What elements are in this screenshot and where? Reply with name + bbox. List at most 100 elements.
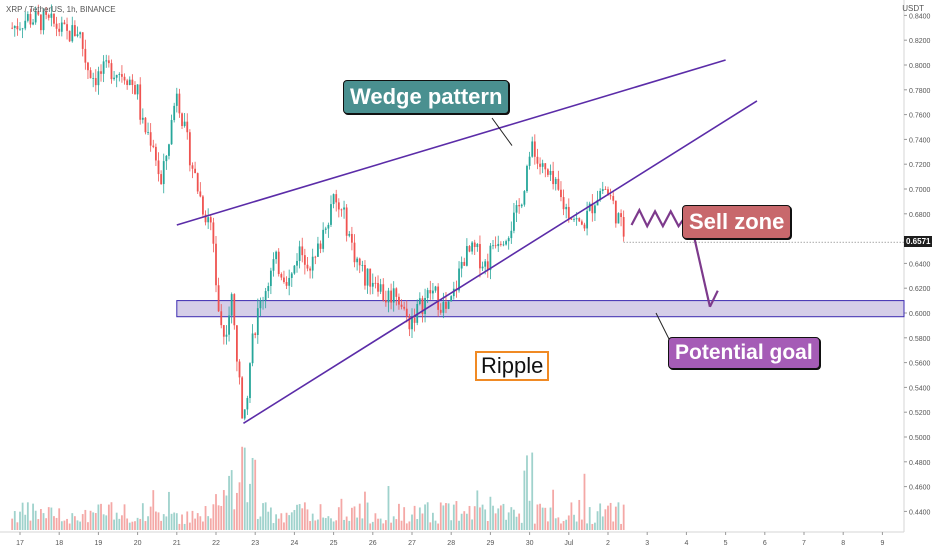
- volume-bar: [26, 502, 29, 530]
- volume-bar: [523, 470, 526, 530]
- volume-bar: [552, 489, 555, 530]
- candle-body: [283, 277, 285, 283]
- x-tick-label: Jul: [564, 540, 573, 547]
- volume-bar: [432, 512, 434, 530]
- volume-bar: [259, 516, 262, 530]
- volume-bar: [84, 509, 87, 530]
- candle-body: [426, 290, 429, 299]
- candle-body: [622, 217, 625, 237]
- volume-bar: [413, 505, 416, 530]
- candle-body: [251, 333, 254, 364]
- candle-body: [296, 260, 298, 266]
- candle-body: [405, 308, 408, 317]
- candle-body: [254, 333, 257, 335]
- y-tick-label: 0.4400: [909, 509, 931, 516]
- candle-body: [617, 213, 620, 224]
- candle-body: [594, 205, 596, 214]
- candle-body: [121, 74, 123, 77]
- candle-body: [596, 199, 599, 206]
- volume-bar: [586, 523, 588, 530]
- last-price-tag: 0.6571: [904, 236, 932, 247]
- candle-body: [371, 282, 374, 287]
- volume-bar: [217, 505, 220, 530]
- volume-bar: [241, 446, 244, 530]
- volume-bar: [113, 519, 115, 530]
- x-tick-label: 24: [291, 540, 299, 547]
- candle-body: [81, 32, 84, 49]
- x-tick-label: 3: [645, 540, 649, 547]
- candle-body: [481, 266, 484, 269]
- volume-bar: [175, 513, 178, 530]
- volume-bar: [293, 509, 296, 530]
- volume-bar: [607, 505, 609, 530]
- candle-body: [601, 189, 604, 191]
- candle-body: [34, 11, 37, 23]
- volume-bar: [549, 507, 552, 530]
- candle-body: [272, 259, 275, 271]
- volume-bar: [11, 518, 14, 530]
- candle-body: [528, 156, 531, 166]
- candle-body: [531, 141, 534, 157]
- candle-body: [327, 224, 330, 229]
- volume-bar: [384, 520, 387, 530]
- volume-bar: [499, 505, 502, 530]
- volume-bar: [314, 520, 317, 530]
- candle-body: [604, 189, 607, 190]
- volume-bar: [71, 513, 74, 530]
- candle-body: [324, 228, 327, 230]
- volume-bar: [40, 509, 42, 530]
- volume-bar: [492, 505, 494, 530]
- x-tick-label: 4: [684, 540, 688, 547]
- candle-body: [544, 163, 547, 170]
- candle-body: [298, 246, 301, 261]
- volume-bar: [573, 514, 575, 530]
- volume-bar: [92, 512, 95, 530]
- volume-bar: [317, 519, 319, 530]
- candle-body: [518, 205, 521, 207]
- candle-body: [139, 84, 142, 120]
- candle-body: [217, 285, 220, 312]
- volume-bar: [426, 502, 429, 530]
- volume-bar: [63, 520, 66, 530]
- y-tick-label: 0.7400: [909, 137, 931, 144]
- candle-body: [343, 207, 345, 210]
- volume-bar: [188, 522, 191, 530]
- candle-body: [382, 284, 385, 301]
- volume-bar: [309, 521, 311, 530]
- volume-bar: [345, 516, 348, 530]
- candle-body: [24, 20, 27, 29]
- candle-body: [94, 78, 97, 86]
- volume-bar: [437, 523, 440, 530]
- volume-bar: [267, 511, 270, 530]
- volume-bar: [411, 514, 413, 530]
- candle-body: [609, 195, 612, 197]
- volume-bar: [186, 511, 189, 530]
- candle-body: [570, 218, 573, 220]
- volume-bar: [348, 520, 351, 530]
- candle-body: [335, 194, 338, 203]
- volume-bar: [374, 513, 377, 530]
- volume-bar: [79, 521, 82, 530]
- volume-bar: [335, 520, 338, 530]
- candle-body: [162, 161, 165, 185]
- candle-body: [131, 79, 134, 85]
- volume-bar: [489, 496, 492, 530]
- volume-bar: [196, 513, 199, 530]
- volume-bar: [416, 519, 419, 530]
- volume-bar: [204, 506, 207, 530]
- candle-body: [144, 117, 147, 133]
- volume-bar: [58, 508, 61, 530]
- volume-bar: [361, 518, 364, 530]
- volume-bar: [594, 522, 596, 530]
- wedge-pattern-callout: Wedge pattern: [343, 80, 510, 114]
- candle-body: [560, 189, 562, 198]
- candle-body: [178, 93, 181, 114]
- x-tick-label: 7: [802, 540, 806, 547]
- candle-body: [105, 60, 108, 62]
- y-tick-label: 0.7800: [909, 88, 931, 95]
- candle-body: [186, 121, 189, 133]
- candle-body: [408, 316, 411, 330]
- y-tick-label: 0.7200: [909, 162, 931, 169]
- y-tick-label: 0.5400: [909, 385, 931, 392]
